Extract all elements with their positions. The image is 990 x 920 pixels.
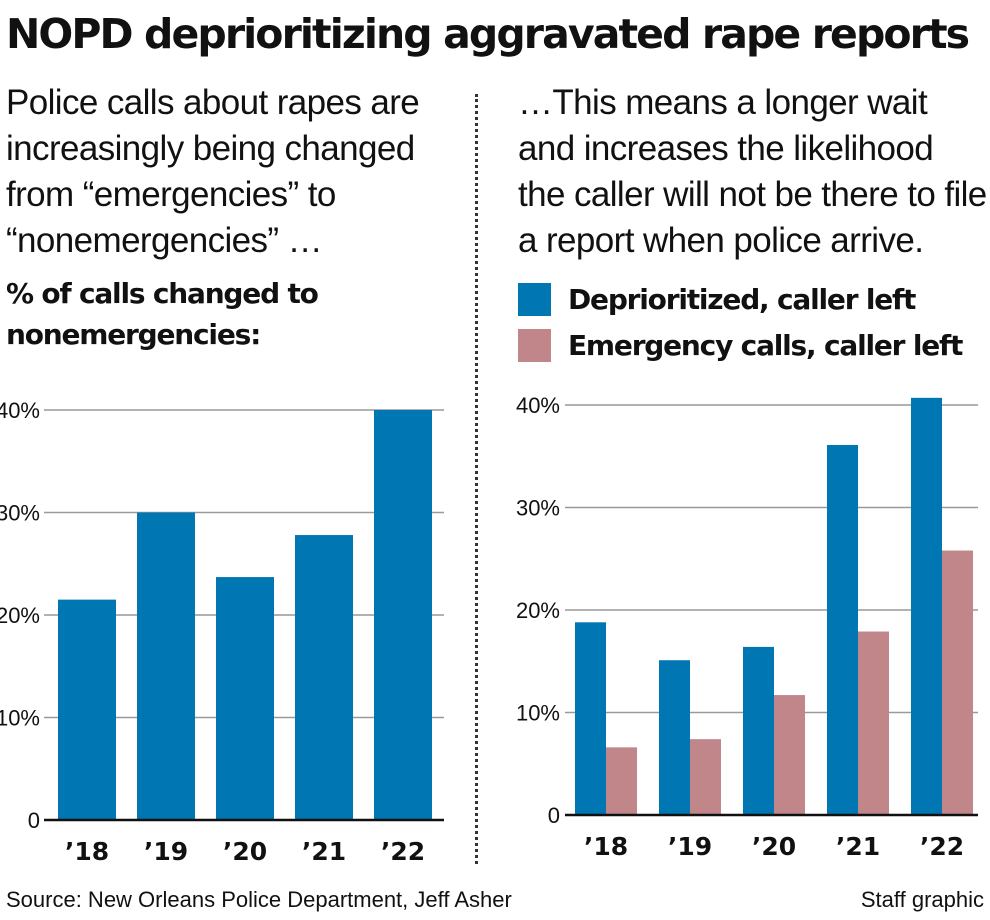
- right-chart-legend: Deprioritized, caller left Emergency cal…: [518, 276, 963, 368]
- dotted-divider: [475, 94, 478, 864]
- left-x-tick-label: ’19: [144, 837, 188, 866]
- left-y-tick-label: 10%: [0, 706, 40, 731]
- right-bar: [743, 646, 774, 815]
- staff-credit: Staff graphic: [860, 887, 984, 912]
- right-bar: [858, 631, 889, 815]
- left-x-tick-label: ’22: [381, 837, 425, 866]
- left-y-tick-label: 20%: [0, 603, 40, 628]
- chart-title: NOPD deprioritizing aggravated rape repo…: [6, 10, 970, 58]
- left-bar: [58, 599, 116, 820]
- source-note: Source: New Orleans Police Department, J…: [6, 887, 512, 912]
- left-x-tick-label: ’18: [65, 837, 109, 866]
- left-y-tick-label: 30%: [0, 501, 40, 526]
- right-y-tick-label: 10%: [516, 701, 560, 726]
- legend-item-emergency: Emergency calls, caller left: [518, 322, 963, 368]
- right-x-tick-label: ’22: [920, 832, 964, 861]
- left-x-tick-label: ’20: [223, 837, 267, 866]
- right-y-tick-label: 0: [548, 803, 560, 828]
- legend-swatch-deprioritized: [518, 282, 551, 316]
- right-bar: [575, 622, 606, 815]
- left-intro-text: Police calls about rapes are increasingl…: [6, 83, 420, 260]
- right-y-tick-label: 30%: [516, 496, 560, 521]
- legend-label-emergency: Emergency calls, caller left: [568, 328, 963, 362]
- right-y-tick-label: 20%: [516, 598, 560, 623]
- right-x-tick-label: ’21: [836, 832, 880, 861]
- legend-swatch-emergency: [518, 328, 551, 362]
- left-y-tick-label: 0: [28, 808, 40, 833]
- right-bar: [659, 660, 690, 815]
- left-y-tick-label: 40%: [0, 398, 40, 423]
- right-x-tick-label: ’20: [752, 832, 796, 861]
- right-bar: [606, 747, 637, 815]
- legend-label-deprioritized: Deprioritized, caller left: [568, 282, 916, 316]
- left-bar: [374, 410, 432, 820]
- left-chart-subhead: % of calls changed to nonemergencies:: [6, 277, 319, 351]
- left-bar: [137, 512, 195, 820]
- right-x-tick-label: ’19: [668, 832, 712, 861]
- legend-item-deprioritized: Deprioritized, caller left: [518, 276, 962, 322]
- left-bar: [295, 535, 353, 820]
- left-x-tick-label: ’21: [302, 837, 346, 866]
- right-bar: [690, 739, 721, 815]
- left-bar: [216, 577, 274, 820]
- right-bar: [942, 550, 973, 815]
- right-bar: [827, 444, 858, 815]
- right-x-tick-label: ’18: [584, 832, 628, 861]
- right-bar: [911, 397, 942, 815]
- right-y-tick-label: 40%: [516, 393, 560, 418]
- right-intro-text: …This means a longer wait and increases …: [518, 83, 987, 260]
- right-bar: [774, 695, 805, 815]
